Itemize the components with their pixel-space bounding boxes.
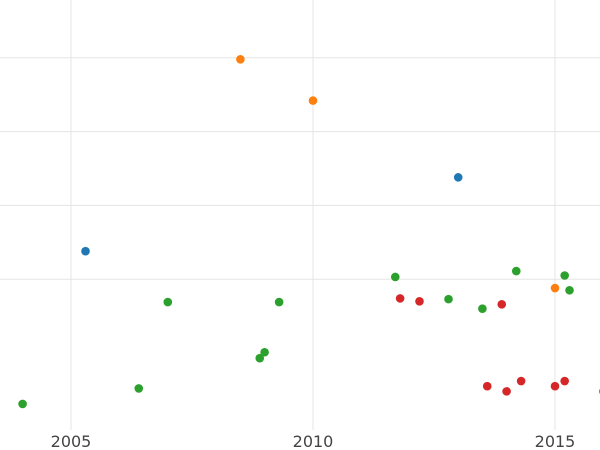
data-point <box>274 297 284 307</box>
data-point <box>565 285 574 295</box>
data-point <box>390 272 400 282</box>
y-gridlines <box>0 57 600 280</box>
data-point <box>308 96 318 105</box>
data-point <box>134 384 144 393</box>
data-point <box>516 376 526 386</box>
data-point <box>502 387 511 396</box>
data-points <box>18 54 600 409</box>
data-point <box>163 297 173 307</box>
x-tick-label: 2010 <box>293 432 334 450</box>
data-point <box>453 173 463 182</box>
data-point <box>415 297 424 306</box>
data-point <box>560 271 569 280</box>
data-point <box>444 294 453 304</box>
data-point <box>560 376 569 386</box>
data-point <box>255 353 265 363</box>
x-tick-labels: 20052010201520202025 <box>51 432 576 450</box>
data-point <box>497 299 507 309</box>
data-point <box>236 54 245 64</box>
x-tick-label: 2005 <box>51 432 92 450</box>
data-point <box>550 381 560 391</box>
data-point <box>18 399 27 409</box>
data-point <box>478 304 487 314</box>
data-point <box>511 266 521 276</box>
data-point <box>81 246 90 256</box>
data-point <box>550 283 560 293</box>
x-gridlines <box>70 0 556 430</box>
data-point <box>482 381 492 391</box>
data-point <box>260 347 269 357</box>
data-point <box>395 294 405 303</box>
x-tick-label: 2015 <box>535 432 576 450</box>
